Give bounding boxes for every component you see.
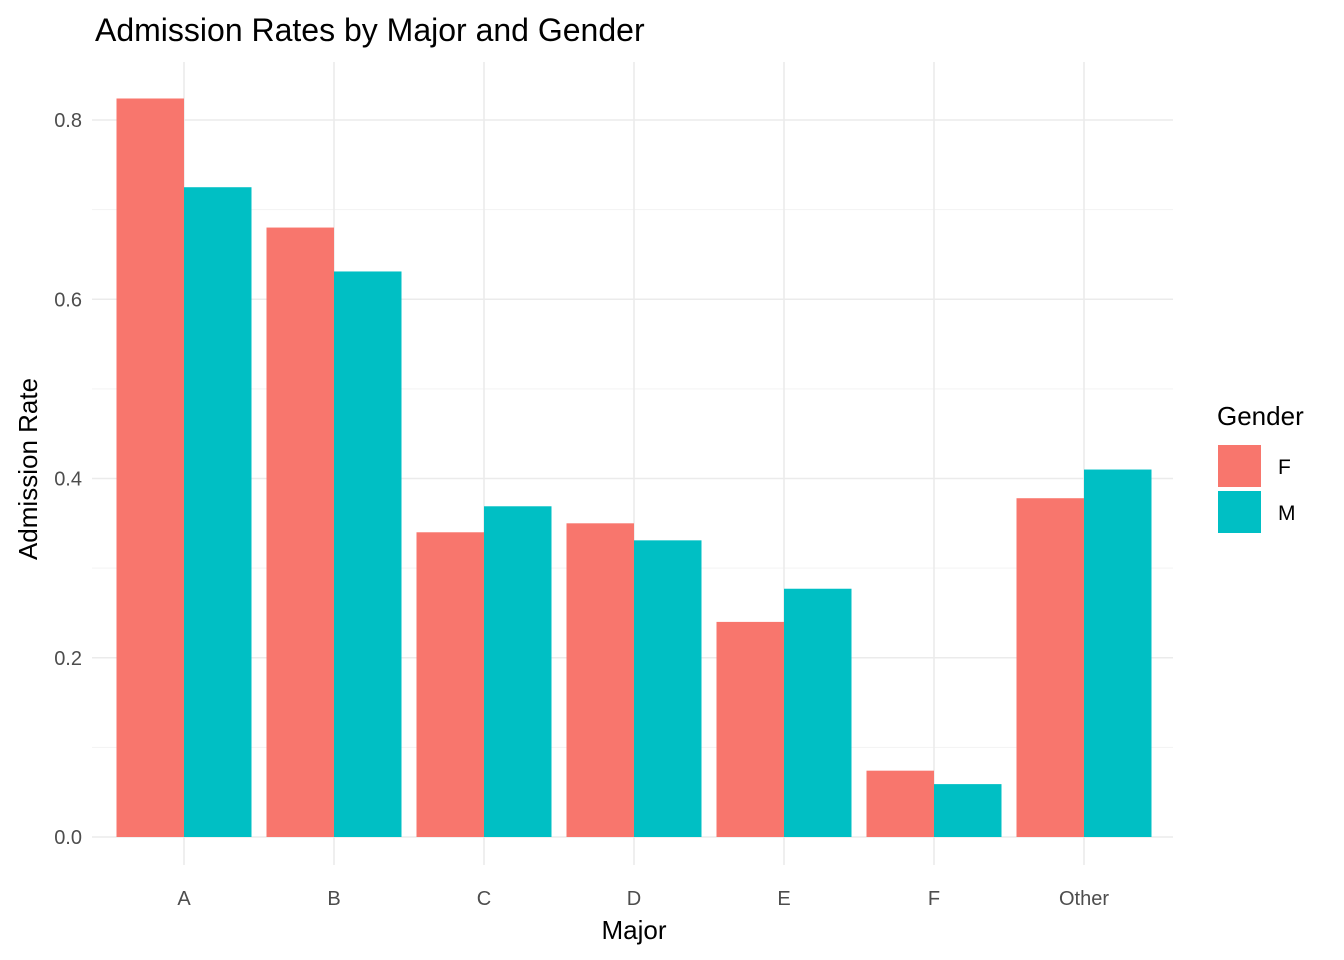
bar-F-Other [1016,498,1084,837]
y-tick-labels: 0.0 0.2 0.4 0.6 0.8 [54,110,82,849]
y-tick-label: 0.6 [54,289,82,311]
legend-label-M: M [1278,502,1296,525]
x-tick-label: B [327,888,340,910]
x-tick-labels: A B C D E F Other [177,888,1109,910]
bar-M-E [784,588,852,837]
bar-M-C [484,506,552,837]
x-axis-title: Major [601,915,666,945]
x-tick-label: C [477,888,491,910]
x-tick-label: F [928,888,940,910]
bar-F-F [866,770,934,837]
bar-F-C [416,532,484,837]
chart-title: Admission Rates by Major and Gender [95,12,645,48]
bar-M-A [184,187,252,837]
y-tick-label: 0.8 [54,110,82,132]
bar-M-F [934,784,1002,837]
bar-M-Other [1084,469,1152,837]
bar-F-B [266,227,334,838]
x-tick-label: E [777,888,790,910]
bars [116,98,1152,838]
legend-key-M [1218,491,1261,533]
legend-title: Gender [1217,401,1304,431]
bar-F-D [566,523,634,837]
y-tick-label: 0.4 [54,469,82,491]
legend-items: FM [1218,445,1296,533]
x-tick-label: Other [1059,888,1109,910]
legend-key-F [1218,445,1261,487]
bar-F-E [716,621,784,837]
x-tick-label: A [177,888,191,910]
bar-F-A [116,98,184,838]
legend: Gender FM [1217,401,1304,533]
bar-M-D [634,540,702,837]
bar-M-B [334,271,402,837]
y-tick-label: 0.0 [54,827,82,849]
x-tick-label: D [627,888,641,910]
legend-label-F: F [1278,456,1291,479]
y-tick-label: 0.2 [54,648,82,670]
y-axis-title: Admission Rate [13,378,43,560]
